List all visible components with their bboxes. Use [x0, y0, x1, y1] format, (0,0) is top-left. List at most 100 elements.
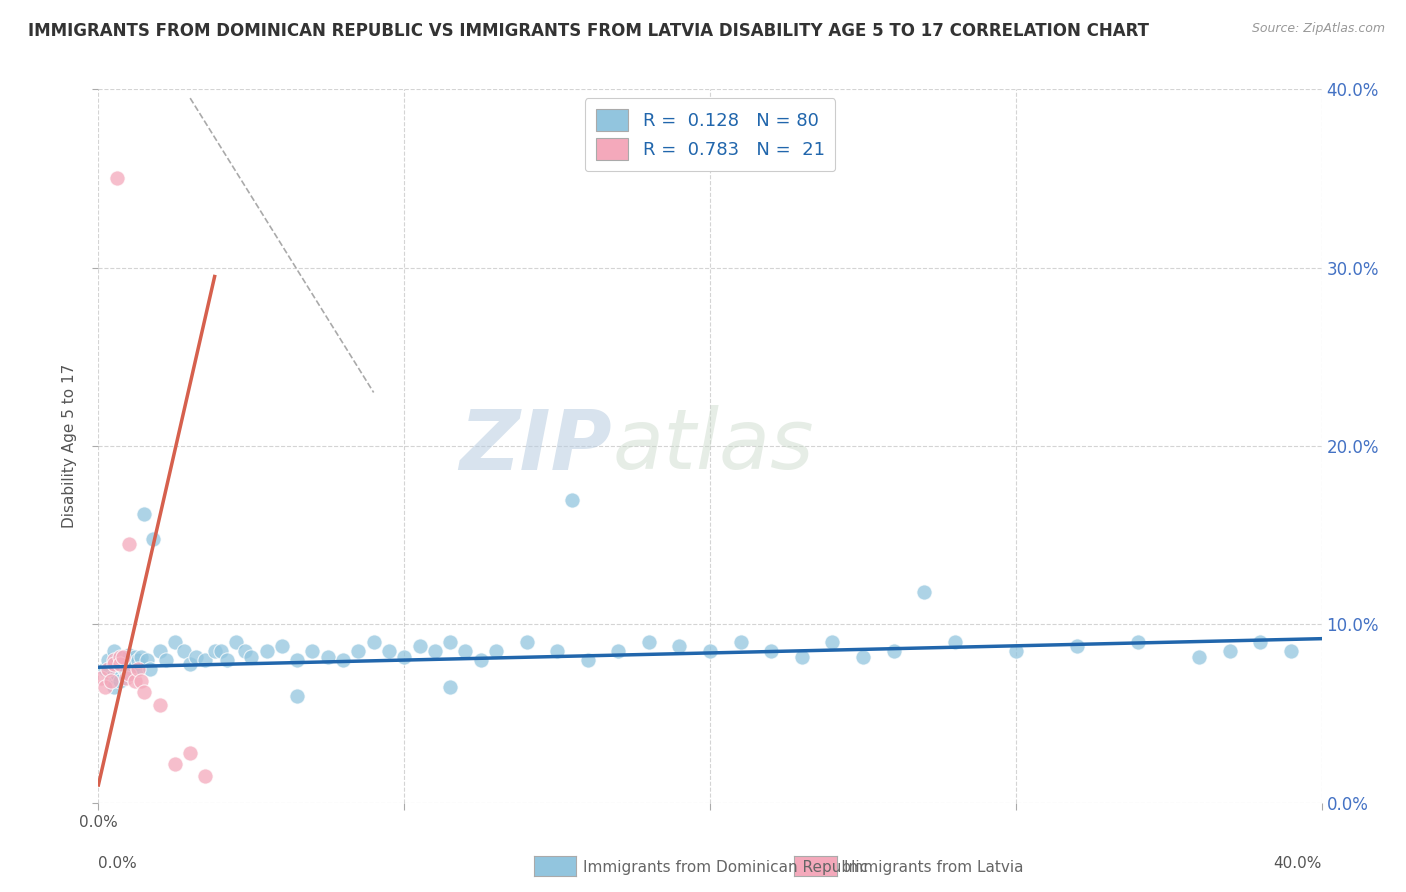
- Point: [134, 685, 156, 699]
- Point: [668, 639, 690, 653]
- Point: [118, 648, 141, 662]
- Point: [111, 660, 134, 674]
- Point: [155, 653, 177, 667]
- Point: [129, 649, 152, 664]
- Point: [561, 492, 583, 507]
- Point: [118, 537, 141, 551]
- Text: 40.0%: 40.0%: [1274, 856, 1322, 871]
- Point: [215, 653, 238, 667]
- Point: [163, 756, 186, 771]
- Point: [470, 653, 492, 667]
- Text: Source: ZipAtlas.com: Source: ZipAtlas.com: [1251, 22, 1385, 36]
- Point: [124, 649, 146, 664]
- Point: [139, 662, 162, 676]
- Point: [332, 653, 354, 667]
- Point: [186, 649, 208, 664]
- Point: [136, 653, 159, 667]
- Point: [194, 653, 217, 667]
- Point: [115, 664, 138, 678]
- Point: [127, 660, 149, 674]
- Point: [149, 698, 172, 712]
- Point: [576, 653, 599, 667]
- Point: [173, 644, 195, 658]
- Point: [129, 674, 152, 689]
- Point: [378, 644, 401, 658]
- Point: [100, 674, 122, 689]
- Text: Immigrants from Latvia: Immigrants from Latvia: [844, 860, 1024, 874]
- Point: [103, 657, 125, 671]
- Legend: R =  0.128   N = 80, R =  0.783   N =  21: R = 0.128 N = 80, R = 0.783 N = 21: [585, 98, 835, 171]
- Point: [163, 635, 186, 649]
- Point: [127, 653, 149, 667]
- Point: [204, 644, 226, 658]
- Point: [423, 644, 446, 658]
- Point: [454, 644, 477, 658]
- Point: [108, 657, 131, 671]
- Point: [118, 667, 141, 681]
- Point: [439, 635, 461, 649]
- Point: [1219, 644, 1241, 658]
- Point: [1249, 635, 1271, 649]
- Point: [347, 644, 370, 658]
- Point: [943, 635, 966, 649]
- Point: [103, 680, 125, 694]
- Point: [516, 635, 538, 649]
- Point: [209, 644, 232, 658]
- Point: [179, 746, 201, 760]
- Point: [1128, 635, 1150, 649]
- Point: [852, 649, 875, 664]
- Point: [883, 644, 905, 658]
- Y-axis label: Disability Age 5 to 17: Disability Age 5 to 17: [62, 364, 77, 528]
- Point: [1188, 649, 1211, 664]
- Point: [121, 662, 143, 676]
- Point: [93, 662, 115, 676]
- Point: [233, 644, 256, 658]
- Text: 0.0%: 0.0%: [98, 856, 138, 871]
- Point: [1066, 639, 1088, 653]
- Point: [316, 649, 339, 664]
- Point: [285, 689, 308, 703]
- Point: [637, 635, 661, 649]
- Point: [149, 644, 172, 658]
- Point: [121, 653, 143, 667]
- Point: [124, 674, 146, 689]
- Text: ZIP: ZIP: [460, 406, 612, 486]
- Point: [759, 644, 782, 658]
- Point: [111, 649, 134, 664]
- Point: [790, 649, 813, 664]
- Point: [730, 635, 752, 649]
- Point: [127, 662, 149, 676]
- Point: [240, 649, 263, 664]
- Point: [1279, 644, 1302, 658]
- Point: [285, 653, 308, 667]
- Point: [105, 653, 128, 667]
- Point: [111, 649, 134, 664]
- Point: [103, 653, 125, 667]
- Point: [392, 649, 416, 664]
- Point: [105, 171, 128, 186]
- Point: [363, 635, 385, 649]
- Point: [103, 644, 125, 658]
- Point: [142, 532, 165, 546]
- Point: [100, 671, 122, 685]
- Point: [699, 644, 721, 658]
- Point: [607, 644, 630, 658]
- Point: [485, 644, 508, 658]
- Point: [108, 649, 131, 664]
- Point: [194, 769, 217, 783]
- Point: [97, 662, 120, 676]
- Point: [124, 657, 146, 671]
- Point: [270, 639, 292, 653]
- Point: [115, 655, 138, 669]
- Point: [912, 585, 935, 599]
- Point: [256, 644, 278, 658]
- Point: [179, 657, 201, 671]
- Point: [134, 507, 156, 521]
- Point: [97, 653, 120, 667]
- Point: [439, 680, 461, 694]
- Text: atlas: atlas: [612, 406, 814, 486]
- Point: [108, 674, 131, 689]
- Point: [1004, 644, 1026, 658]
- Point: [90, 671, 112, 685]
- Point: [118, 658, 141, 673]
